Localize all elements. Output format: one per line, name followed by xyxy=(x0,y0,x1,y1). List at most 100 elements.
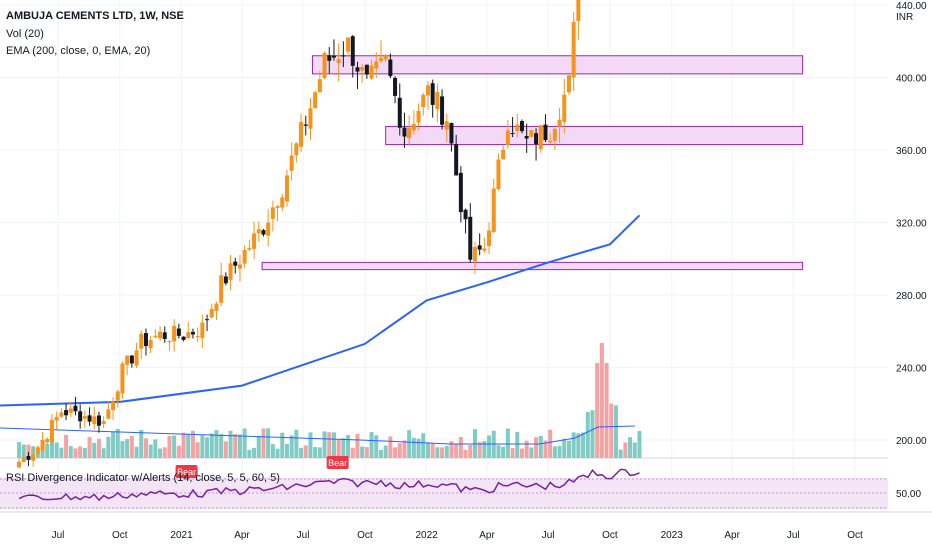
y-tick-label: 360.00 xyxy=(896,146,927,157)
candle-body xyxy=(40,439,45,451)
volume-bar xyxy=(111,431,116,458)
candle-body xyxy=(49,419,54,442)
volume-bar xyxy=(87,437,92,458)
volume-bar xyxy=(17,442,22,458)
candle-body xyxy=(92,416,97,425)
candle-body xyxy=(430,83,435,105)
candle-body xyxy=(139,333,144,349)
candle-body xyxy=(303,124,308,126)
candle-body xyxy=(247,247,252,250)
candle-body xyxy=(543,124,548,141)
volume-bar xyxy=(64,434,69,458)
zone-2 xyxy=(311,55,804,75)
volume-bar xyxy=(374,435,379,458)
volume-legend[interactable]: Vol (20) xyxy=(6,28,44,40)
volume-bar xyxy=(242,428,247,458)
candle-body xyxy=(82,416,87,419)
volume-bar xyxy=(129,436,134,458)
candle-body xyxy=(313,92,318,109)
candle-body xyxy=(557,119,562,127)
candle-body xyxy=(228,263,233,280)
candle-body xyxy=(26,455,31,460)
candle-body xyxy=(73,405,78,412)
candle-body xyxy=(233,261,238,266)
candle-body xyxy=(252,233,257,249)
candle-body xyxy=(143,333,148,347)
volume-bar xyxy=(360,446,365,458)
volume-bar xyxy=(534,437,539,458)
candle-body xyxy=(393,77,398,96)
candle-body xyxy=(129,355,134,364)
candle-body xyxy=(106,409,111,419)
volume-bar xyxy=(449,441,454,458)
candle-body xyxy=(186,332,191,339)
candle-body xyxy=(519,121,524,132)
candle-body xyxy=(510,133,515,135)
x-tick-label: 2023 xyxy=(661,530,684,541)
candle-body xyxy=(496,159,501,190)
candle-body xyxy=(96,415,101,426)
volume-bar xyxy=(576,433,581,458)
candle-body xyxy=(440,96,445,125)
volume-bar xyxy=(613,405,618,458)
volume-bar xyxy=(628,437,633,458)
x-tick-label: Oct xyxy=(357,530,373,541)
candle-body xyxy=(242,249,247,264)
volume-bar xyxy=(411,437,416,458)
volume-bar xyxy=(463,449,468,458)
volume-bar xyxy=(425,442,430,458)
chart-title[interactable]: AMBUJA CEMENTS LTD, 1W, NSE xyxy=(6,10,184,22)
candle-body xyxy=(449,122,454,144)
volume-bar xyxy=(21,444,26,458)
candle-body xyxy=(383,55,388,60)
volume-bar xyxy=(120,441,125,458)
ema-legend[interactable]: EMA (200, close, 0, EMA, 20) xyxy=(6,45,151,57)
candles xyxy=(17,0,581,469)
volume-bar xyxy=(327,432,332,458)
candle-body xyxy=(341,55,346,57)
volume-bar xyxy=(440,447,445,458)
candle-body xyxy=(425,85,430,96)
volume-bar xyxy=(599,343,604,458)
volume-bar xyxy=(266,428,271,458)
x-tick-label: 2022 xyxy=(415,530,438,541)
volume-bar xyxy=(214,430,219,458)
x-tick-label: Oct xyxy=(847,530,863,541)
candle-body xyxy=(289,155,294,171)
candle-body xyxy=(350,36,355,66)
volume-bar xyxy=(78,446,83,458)
axis-labels: INR640.00600.00560.00520.00480.00440.004… xyxy=(52,1,927,541)
candle-body xyxy=(552,128,557,141)
volume-bar xyxy=(397,443,402,458)
candle-body xyxy=(68,408,73,413)
volume-bar xyxy=(54,442,59,458)
candle-body xyxy=(472,246,477,262)
candle-body xyxy=(134,350,139,366)
bear-badge-label: Bear xyxy=(177,467,196,477)
currency-label: INR xyxy=(896,12,913,23)
candle-body xyxy=(416,110,421,123)
volume-bar xyxy=(538,435,543,458)
volume-bar xyxy=(623,442,628,458)
candle-body xyxy=(59,412,64,417)
candle-body xyxy=(101,420,106,425)
volume-bar xyxy=(125,438,130,458)
volume-bar xyxy=(190,430,195,458)
volume-bar xyxy=(346,435,351,458)
candle-body xyxy=(388,59,393,77)
candle-body xyxy=(378,57,383,62)
volume-bar xyxy=(482,441,487,458)
candle-body xyxy=(327,55,332,61)
volume-bar xyxy=(421,433,426,458)
volume-bar xyxy=(317,447,322,458)
volume-bar xyxy=(609,403,614,458)
rsi-legend[interactable]: RSI Divergence Indicator w/Alerts (14, c… xyxy=(6,472,280,484)
volume-bar xyxy=(571,432,576,458)
x-tick-label: Apr xyxy=(724,530,740,541)
volume-bar xyxy=(566,440,571,458)
volume-bar xyxy=(458,436,463,458)
candle-body xyxy=(548,140,553,143)
volume-bar xyxy=(256,435,261,458)
ema-polyline xyxy=(0,214,641,407)
